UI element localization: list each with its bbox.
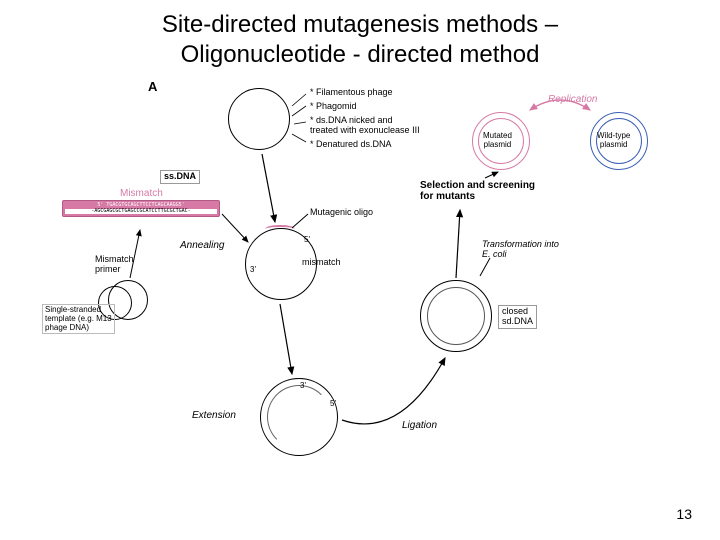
- label-mutated-plasmid: Mutated plasmid: [483, 132, 512, 150]
- bullet-1: * Filamentous phage: [310, 88, 393, 98]
- label-5prime-a: 5': [304, 236, 310, 245]
- panel-label: A: [148, 80, 157, 94]
- label-annealing: Annealing: [180, 240, 224, 251]
- label-selection: Selection and screening for mutants: [420, 180, 535, 202]
- bullet-2: * Phagomid: [310, 102, 357, 112]
- label-replication: Replication: [548, 94, 597, 105]
- label-ss-template: Single-stranded template (e.g. M13 phage…: [42, 304, 115, 334]
- primer-arc: [265, 225, 295, 233]
- plasmid-extension-inner: [267, 385, 331, 449]
- label-mutagenic-oligo: Mutagenic oligo: [310, 208, 373, 218]
- seq-line-2: -AGCGAGCGCTGAGCCGCATCCTTGCGCTGAC-: [65, 209, 217, 215]
- label-mismatch-2: mismatch: [302, 258, 341, 268]
- label-mismatch-primer: Mismatch primer: [95, 255, 134, 275]
- plasmid-ssdna: [228, 88, 290, 150]
- label-mismatch: Mismatch: [120, 188, 163, 199]
- bullet-4: * Denatured ds.DNA: [310, 140, 392, 150]
- label-transformation: Transformation into E. coli: [482, 240, 559, 260]
- title-line-1: Site-directed mutagenesis methods –: [162, 11, 558, 38]
- plasmid-closed-inner: [427, 287, 485, 345]
- label-3prime-a: 3': [250, 266, 256, 275]
- label-ligation: Ligation: [402, 420, 437, 431]
- bullet-3b: treated with exonuclease III: [310, 126, 420, 136]
- label-closed-dsdna: closed sd.DNA: [498, 305, 537, 329]
- label-ssdna: ss.DNA: [160, 170, 200, 184]
- title-line-2: Oligonucleotide - directed method: [181, 41, 540, 68]
- label-wildtype-plasmid: Wild-type plasmid: [597, 132, 630, 150]
- diagram-area: A * Filamentous phage * Phagomid * ds.DN…: [0, 80, 720, 500]
- page-title: Site-directed mutagenesis methods – Olig…: [0, 0, 720, 70]
- sequence-box: 5' TGACGTGCAGCTTCCTCAGCAAGG5' -AGCGAGCGC…: [62, 200, 220, 217]
- label-3prime-ext: 3': [300, 382, 306, 391]
- label-extension: Extension: [192, 410, 236, 421]
- page-number: 13: [676, 506, 692, 522]
- label-5prime-ext: 5': [330, 400, 336, 409]
